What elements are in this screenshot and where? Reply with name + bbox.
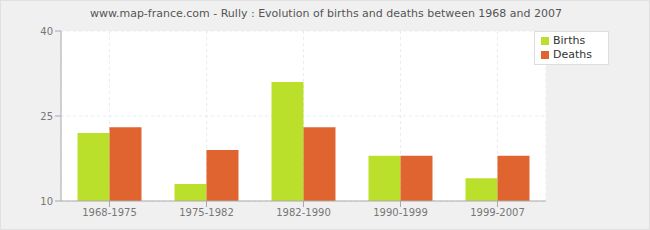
svg-text:1990-1999: 1990-1999 (373, 207, 428, 218)
html-text:Deaths: Deaths (553, 48, 592, 61)
svg-text:1999-2007: 1999-2007 (470, 207, 525, 218)
html-text:Births: Births (553, 34, 586, 47)
svg-text:40: 40 (40, 26, 53, 37)
svg-text:10: 10 (40, 196, 53, 207)
svg-text:25: 25 (40, 111, 53, 122)
html-text:www.map-france.com - Rully : E: www.map-france.com - Rully : Evolution o… (90, 7, 562, 20)
svg-text:1968-1975: 1968-1975 (82, 207, 137, 218)
svg-text:1975-1982: 1975-1982 (179, 207, 234, 218)
svg-text:1982-1990: 1982-1990 (276, 207, 331, 218)
